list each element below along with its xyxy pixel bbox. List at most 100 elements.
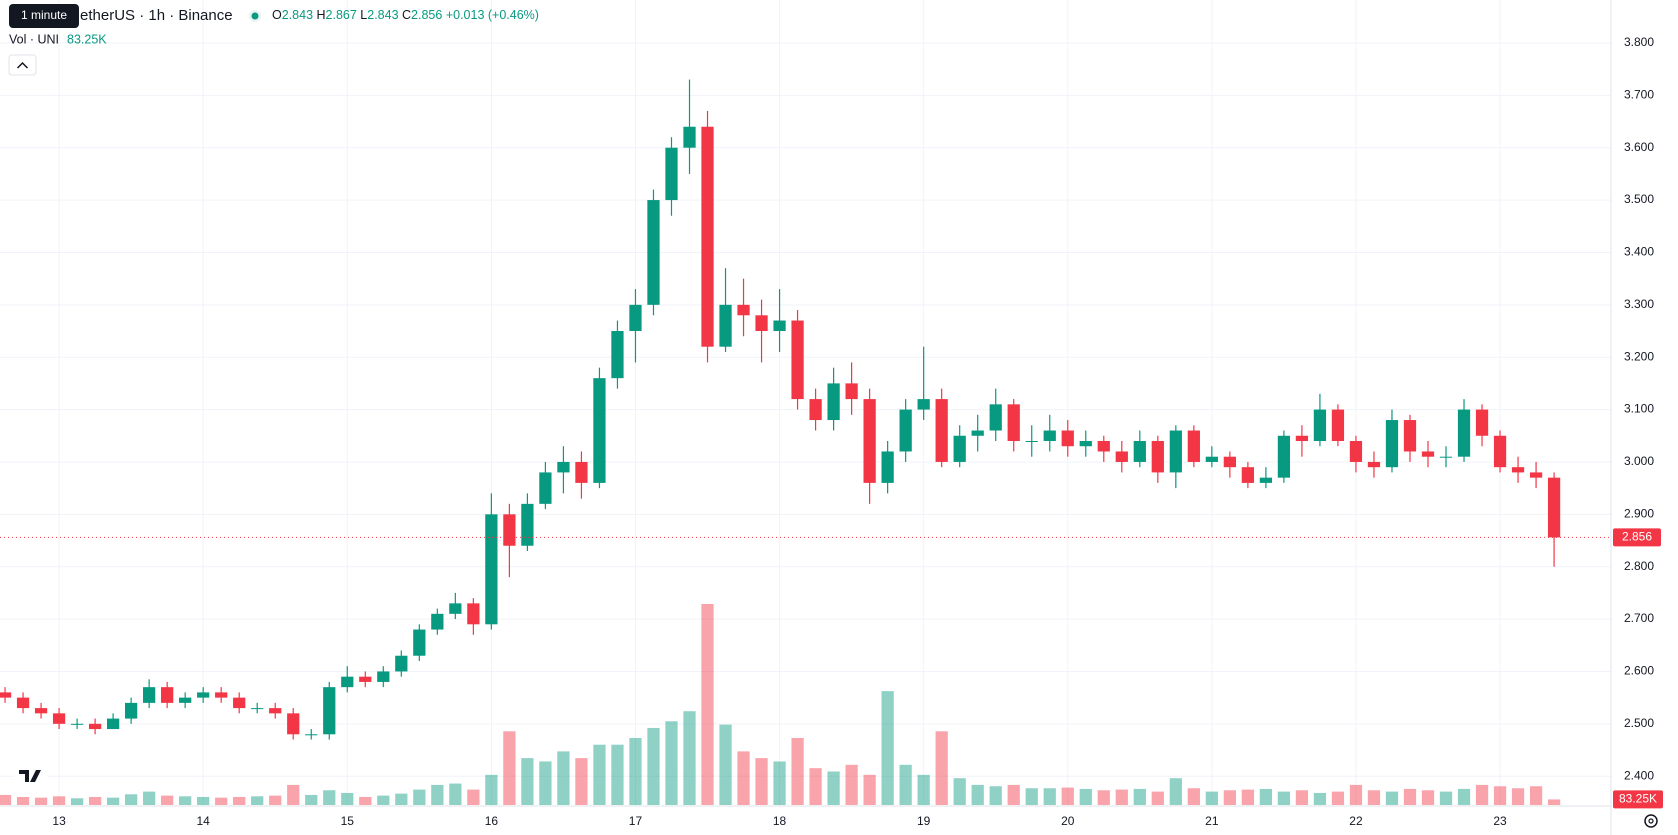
candle-body <box>971 430 984 436</box>
candle-body <box>287 713 300 735</box>
volume-bar <box>539 761 552 805</box>
change-value: +0.013 (+0.46%) <box>446 8 539 22</box>
volume-bar <box>0 794 12 805</box>
candle-body <box>1187 430 1200 462</box>
settings-icon[interactable] <box>1644 814 1658 828</box>
y-tick-label: 2.800 <box>1624 559 1654 573</box>
volume-bar <box>1079 788 1092 805</box>
candle-body <box>575 461 588 483</box>
candle-body <box>359 676 372 682</box>
candle-body <box>593 378 606 483</box>
y-tick-label: 3.000 <box>1624 454 1654 468</box>
volume-bar <box>449 783 462 805</box>
candle-body <box>1331 409 1345 441</box>
volume-bar <box>359 796 372 805</box>
axes: 2.400 2.500 2.600 2.700 2.800 2.900 3.000 3.100… <box>0 35 1663 828</box>
candle-body <box>1205 456 1218 462</box>
volume-bar <box>1457 788 1471 805</box>
tooltip-box <box>9 4 79 28</box>
candle-body <box>1277 435 1291 478</box>
volume-bar <box>1097 790 1110 805</box>
volume-bar <box>215 797 228 805</box>
volume-bar <box>1115 789 1128 805</box>
candle-body <box>773 320 786 332</box>
candle-body <box>1439 456 1453 458</box>
volume-bar <box>575 758 588 805</box>
volume-bar <box>1241 789 1255 805</box>
candle-body <box>1133 440 1146 462</box>
close-value: 2.856 <box>411 8 442 22</box>
volume-bar <box>719 724 732 805</box>
x-tick-label: 23 <box>1493 814 1507 828</box>
candle-body <box>106 718 120 730</box>
volume-bar <box>1493 786 1507 805</box>
candles <box>0 79 1561 740</box>
volume-bar <box>287 784 300 805</box>
volume-bar <box>881 691 894 805</box>
collapse-button[interactable] <box>8 54 37 76</box>
candle-body <box>179 697 192 703</box>
volume-bar <box>827 771 840 805</box>
volume-bar <box>1367 790 1381 805</box>
candle-body <box>485 514 498 625</box>
volume-bar <box>1547 799 1561 805</box>
candle-body <box>1385 420 1399 468</box>
y-tick-label: 2.500 <box>1624 716 1654 730</box>
volume-bar <box>70 798 84 805</box>
volume-bar <box>863 774 876 805</box>
candle-body <box>863 399 876 483</box>
candle-body <box>467 603 480 625</box>
volume-badge <box>1613 790 1663 809</box>
x-tick-label: 17 <box>629 814 643 828</box>
candle-body <box>1151 440 1164 473</box>
volume-bar <box>701 604 714 805</box>
volume-bar <box>106 797 120 805</box>
low-value: 2.843 <box>367 8 398 22</box>
candle-body <box>1079 440 1092 447</box>
volume-bar <box>1511 788 1525 805</box>
candle-body <box>1457 409 1471 457</box>
candle-body <box>341 676 354 688</box>
volume-bar <box>52 796 66 805</box>
candle-body <box>16 697 30 709</box>
y-tick-label: 3.500 <box>1624 192 1654 206</box>
volume-bar <box>269 795 282 805</box>
candle-body <box>1025 440 1038 442</box>
volume-bar <box>737 751 750 805</box>
volume-bar <box>1061 787 1074 805</box>
volume-badge-label: 83.25K <box>1619 792 1657 806</box>
x-tick-label: 13 <box>52 814 66 828</box>
volume-bar <box>395 793 408 805</box>
high-value: 2.867 <box>326 8 357 22</box>
candle-body <box>683 126 696 148</box>
candle-body <box>1493 435 1507 468</box>
volume-bar <box>521 758 534 805</box>
candle-body <box>845 383 858 400</box>
volume-bar <box>1331 791 1345 805</box>
candle-body <box>557 461 570 473</box>
candle-body <box>377 671 390 682</box>
volume-bar <box>899 764 912 805</box>
volume-pane <box>0 604 1561 805</box>
volume-bar <box>1385 791 1399 805</box>
candle-body <box>88 723 102 730</box>
last-price-label: 2.856 <box>1622 530 1652 544</box>
logo-bg[interactable] <box>14 759 48 793</box>
candle-body <box>1061 430 1074 447</box>
candle-body <box>629 304 642 332</box>
open-value: 2.843 <box>282 8 313 22</box>
o-label: O <box>272 8 282 22</box>
candle-body <box>611 331 624 379</box>
y-tick-label: 2.700 <box>1624 611 1654 625</box>
candle-body <box>1403 420 1417 452</box>
x-tick-label: 15 <box>341 814 355 828</box>
volume-bar <box>1421 790 1435 805</box>
volume-bar <box>935 731 948 805</box>
candle-body <box>1511 467 1525 473</box>
volume-bar <box>143 791 156 805</box>
volume-bar <box>1169 778 1182 805</box>
y-tick-label: 2.400 <box>1624 768 1654 782</box>
candle-body <box>215 692 228 698</box>
symbol-title[interactable]: etherUS · 1h · Binance <box>80 7 233 24</box>
